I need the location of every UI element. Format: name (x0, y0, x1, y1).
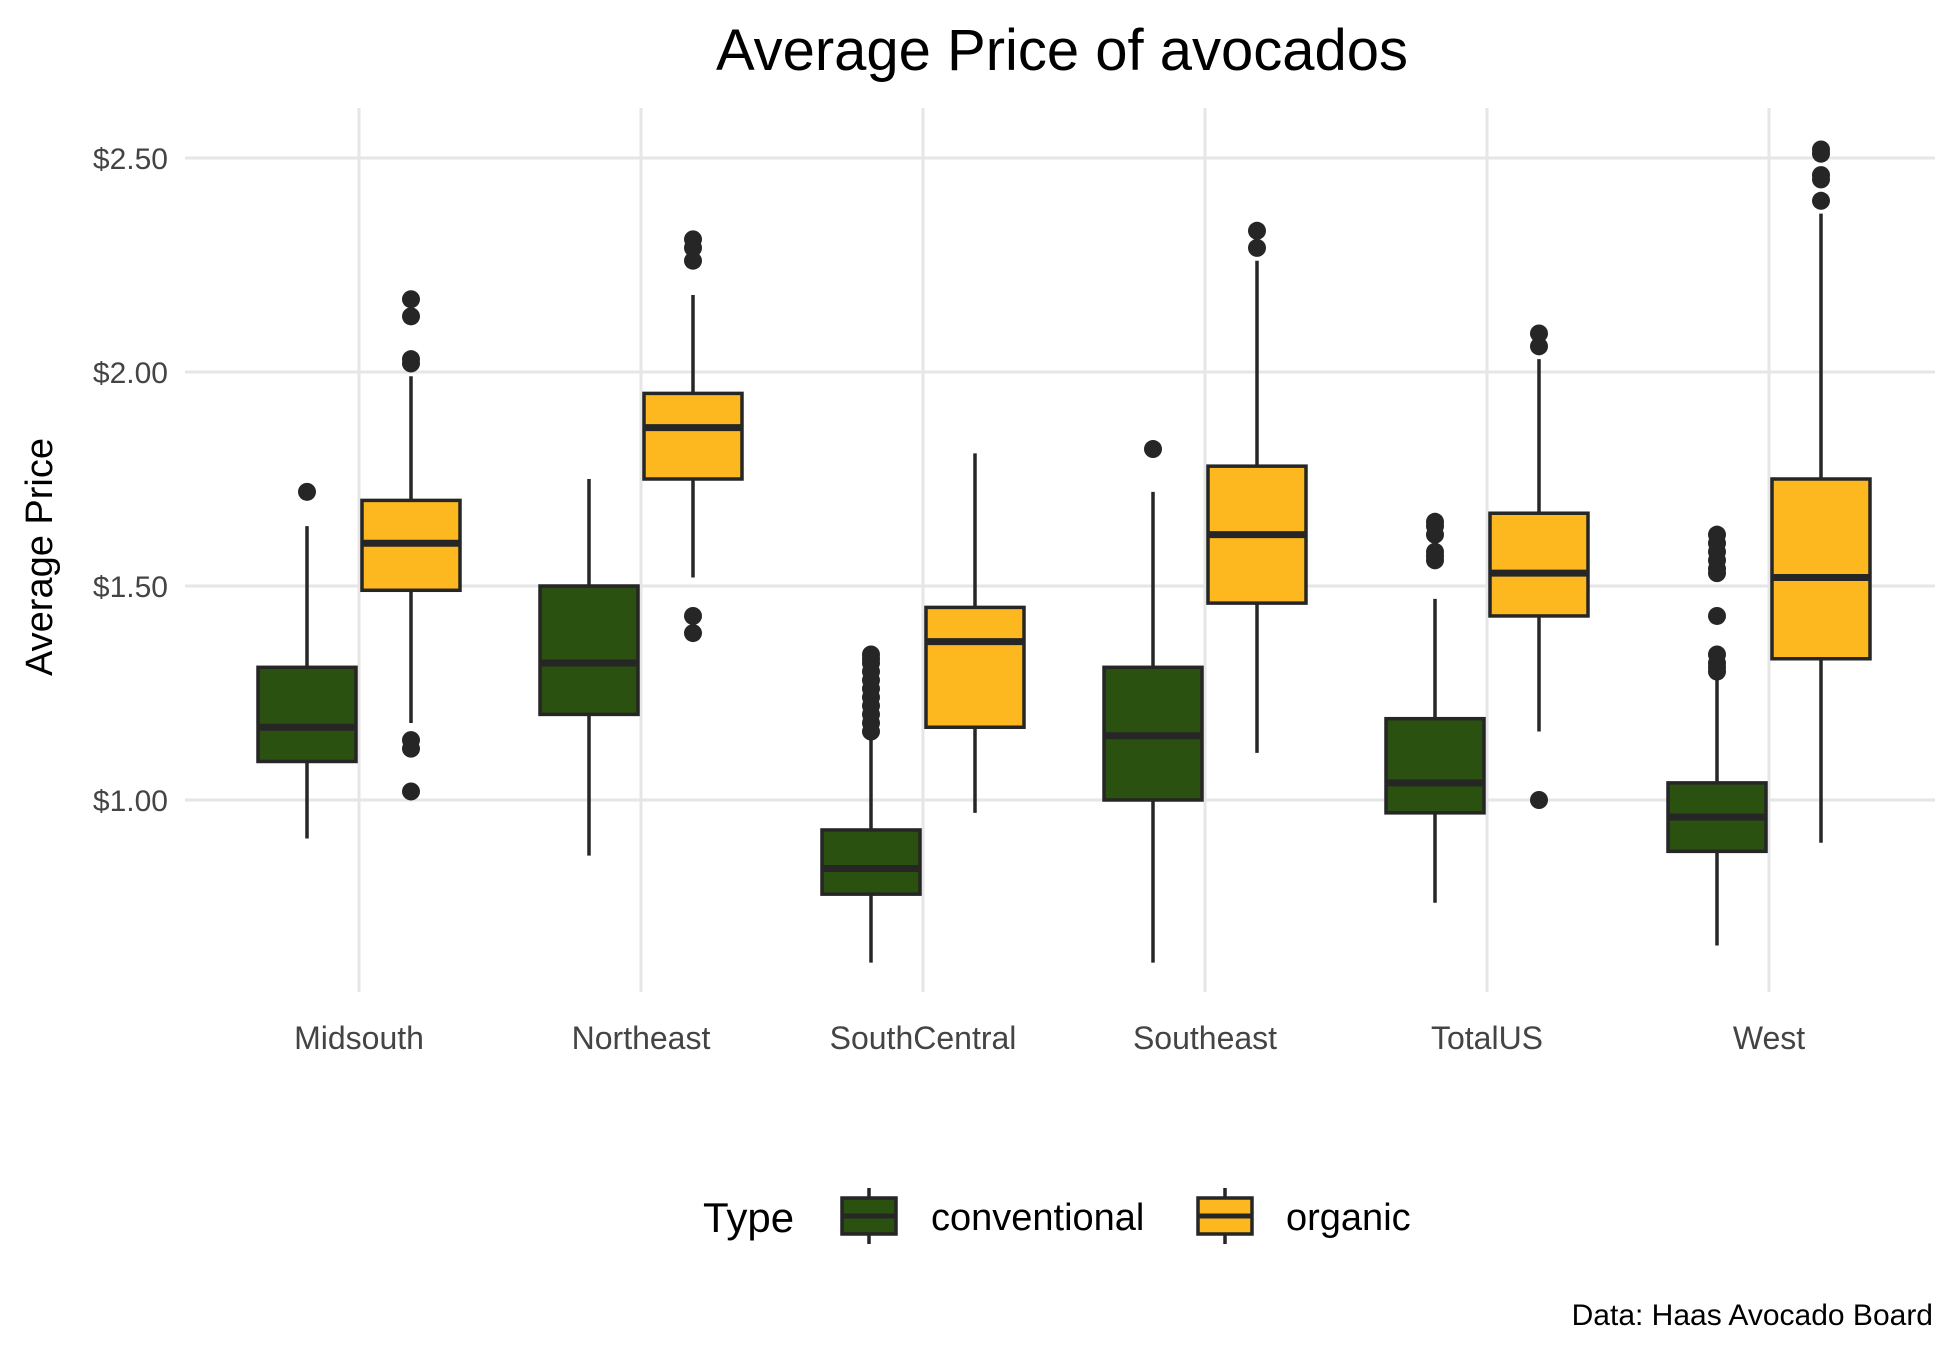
outlier-point (402, 731, 420, 750)
y-tick-label: $1.00 (93, 785, 168, 818)
outlier-point (1248, 221, 1266, 240)
chart-caption: Data: Haas Avocado Board (1572, 1299, 1933, 1332)
x-tick-label: TotalUS (1431, 1020, 1543, 1056)
outlier-point (1248, 238, 1266, 257)
outlier-point (1708, 525, 1726, 544)
x-tick-label: Southeast (1133, 1020, 1277, 1056)
legend-items: conventional organic (840, 1188, 1411, 1244)
legend-label: conventional (931, 1197, 1144, 1239)
boxplots (256, 140, 1872, 963)
x-tick-label: Northeast (572, 1020, 711, 1056)
boxplot-conventional (256, 482, 358, 839)
boxplot-organic (360, 290, 462, 801)
y-tick-label: $2.50 (93, 143, 168, 176)
boxplot-conventional (1102, 440, 1204, 963)
outlier-point (298, 482, 316, 501)
outlier-point (684, 624, 702, 643)
x-axis-ticks: Midsouth Northeast SouthCentral Southeast To… (294, 1020, 1805, 1056)
outlier-point (1812, 140, 1830, 159)
boxplot-organic (1206, 221, 1308, 753)
y-axis-label: Average Price (19, 438, 61, 676)
outlier-point (684, 230, 702, 249)
outlier-point (1708, 606, 1726, 625)
outlier-point (402, 782, 420, 801)
outlier-point (402, 350, 420, 369)
x-tick-label: SouthCentral (830, 1020, 1017, 1056)
y-axis-ticks: $1.00 $1.50 $2.00 $2.50 (93, 143, 168, 818)
boxplot-organic (924, 453, 1026, 813)
outlier-point (402, 290, 420, 309)
box-iqr (642, 391, 744, 481)
box-iqr (1384, 716, 1486, 815)
legend: Type conventional organic (703, 1188, 1411, 1244)
outlier-point (1426, 542, 1444, 561)
boxplot-conventional (538, 479, 640, 856)
box-iqr (256, 665, 358, 764)
box-iqr (820, 828, 922, 896)
box-iqr (1488, 511, 1590, 618)
outlier-point (402, 307, 420, 326)
box-iqr (924, 605, 1026, 729)
legend-item-conventional: conventional (840, 1188, 1144, 1244)
box-iqr (538, 584, 640, 717)
boxplot-conventional (1384, 512, 1486, 903)
outlier-point (1530, 324, 1548, 343)
outlier-point (684, 251, 702, 270)
outlier-point (1530, 337, 1548, 356)
y-tick-label: $2.00 (93, 357, 168, 390)
box-iqr (1770, 477, 1872, 661)
boxplot-organic (1770, 140, 1872, 843)
x-tick-label: West (1733, 1020, 1805, 1056)
outlier-point (1708, 645, 1726, 664)
y-tick-label: $1.50 (93, 571, 168, 604)
chart-title: Average Price of avocados (716, 18, 1408, 83)
boxplot-conventional (1666, 525, 1768, 946)
outlier-point (1426, 512, 1444, 531)
outlier-point (862, 645, 880, 664)
boxplot-organic (642, 230, 744, 643)
outlier-point (684, 606, 702, 625)
boxplot-organic (1488, 324, 1590, 809)
x-tick-label: Midsouth (294, 1020, 424, 1056)
grid-lines (185, 108, 1935, 992)
outlier-point (1812, 166, 1830, 185)
outlier-point (1530, 791, 1548, 809)
legend-label: organic (1286, 1197, 1411, 1239)
outlier-point (1144, 440, 1162, 459)
legend-title: Type (703, 1194, 794, 1241)
legend-item-organic: organic (1196, 1188, 1411, 1244)
boxplot-conventional (820, 645, 922, 963)
outlier-point (1812, 191, 1830, 210)
